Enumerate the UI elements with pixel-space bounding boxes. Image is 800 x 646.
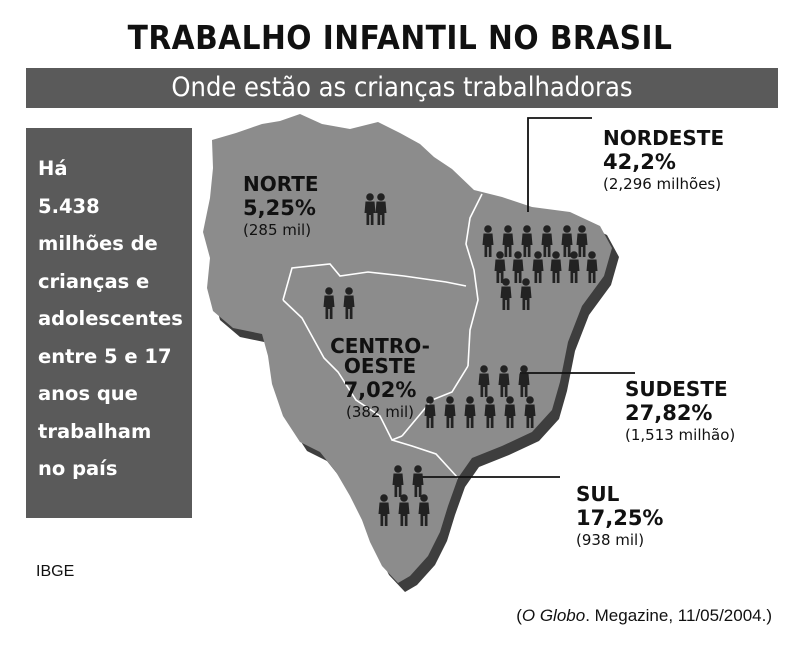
label-nordeste: NORDESTE 42,2% (2,296 milhões) (603, 128, 724, 192)
region-borders (282, 193, 483, 479)
citation-publication: O Globo (521, 606, 586, 625)
region-name-norte: NORTE (243, 172, 319, 196)
source-label: IBGE (36, 563, 75, 580)
region-percent-centro-oeste: 7,02% (343, 378, 417, 402)
region-absolute-sudeste: (1,513 milhão) (625, 426, 736, 444)
label-sul: SUL 17,25% (938 mil) (576, 484, 663, 548)
border-centro-oeste (282, 263, 467, 301)
leader-nordeste (527, 117, 592, 212)
border-sul (391, 439, 459, 479)
border-co-sudeste (282, 299, 403, 442)
citation: (O Globo. Megazine, 11/05/2004.) (516, 606, 772, 626)
region-name-nordeste: NORDESTE (603, 126, 725, 150)
label-sudeste: SUDESTE 27,82% (1,513 milhão) (625, 379, 735, 443)
region-name-sul: SUL (576, 482, 620, 506)
region-absolute-centro-oeste: (382 mil) (345, 403, 415, 421)
citation-rest: . Megazine, 11/05/2004.) (585, 606, 772, 625)
leader-lines (420, 117, 635, 478)
subtitle-banner: Onde estão as crianças trabalhadoras (26, 68, 778, 108)
region-percent-sudeste: 27,82% (625, 401, 713, 425)
chart-subtitle: Onde estão as crianças trabalhadoras (171, 72, 633, 103)
region-absolute-nordeste: (2,296 milhões) (603, 175, 722, 193)
border-norte-nordeste (465, 193, 483, 367)
label-norte: NORTE 5,25% (285 mil) (243, 174, 319, 238)
region-percent-norte: 5,25% (243, 196, 316, 220)
region-absolute-sul: (938 mil) (576, 531, 645, 549)
citation-open: ( (516, 606, 522, 625)
region-percent-sul: 17,25% (576, 506, 664, 530)
region-absolute-norte: (285 mil) (243, 221, 312, 239)
region-name-sudeste: SUDESTE (625, 377, 728, 401)
label-centro-oeste: CENTRO-OESTE 7,02% (382 mil) (300, 336, 460, 420)
region-name-centro-oeste: CENTRO-OESTE (330, 334, 430, 378)
chart-title: TRABALHO INFANTIL NO BRASIL (127, 18, 673, 57)
summary-box (26, 128, 192, 518)
region-percent-nordeste: 42,2% (603, 150, 676, 174)
summary-text: Há 5.438 milhões de crianças e adolescen… (38, 157, 183, 480)
